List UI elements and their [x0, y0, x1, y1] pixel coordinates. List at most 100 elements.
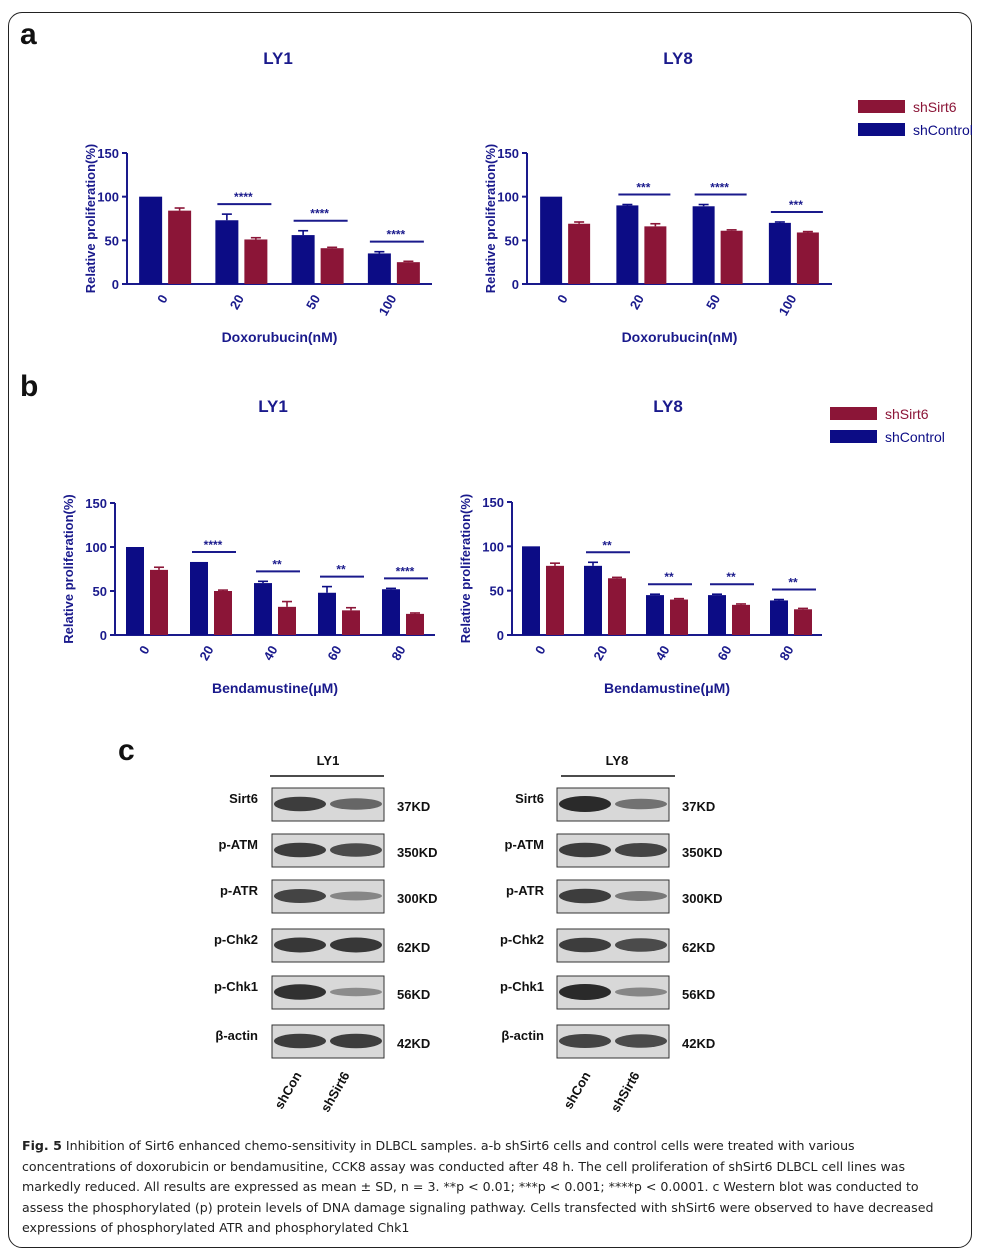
y-tick-label: 150: [85, 496, 107, 511]
molecular-weight-label: 300KD: [682, 891, 722, 906]
y-tick-label: 100: [482, 539, 504, 554]
bar-shcontrol: [584, 565, 602, 635]
lane-label: shSirt6: [608, 1069, 643, 1115]
protein-label: p-Chk2: [214, 932, 258, 947]
x-tick-label: 60: [324, 643, 344, 663]
bar-shcontrol: [215, 220, 239, 284]
x-tick-label: 20: [627, 292, 647, 312]
molecular-weight-label: 56KD: [397, 987, 430, 1002]
x-axis-label: Bendamustine(μM): [212, 680, 338, 696]
x-tick-label: 100: [776, 292, 800, 318]
bar-shcontrol: [540, 196, 563, 284]
blot-band: [615, 987, 667, 997]
x-tick-label: 0: [554, 292, 571, 306]
y-tick-label: 50: [105, 233, 119, 248]
x-axis-label: Doxorubucin(nM): [222, 329, 338, 345]
molecular-weight-label: 300KD: [397, 891, 437, 906]
blot-band: [615, 843, 667, 857]
significance-stars: ****: [710, 181, 729, 195]
significance-stars: ***: [636, 181, 650, 195]
y-tick-label: 100: [497, 190, 519, 205]
x-tick-label: 40: [652, 643, 672, 663]
chart-title: LY8: [653, 397, 683, 416]
protein-label: p-ATR: [506, 883, 545, 898]
bar-shcontrol: [367, 253, 391, 284]
caption-text: Inhibition of Sirt6 enhanced chemo-sensi…: [22, 1138, 934, 1235]
bar-shcontrol: [768, 222, 791, 284]
protein-label: p-Chk1: [500, 979, 544, 994]
bar-shcontrol: [291, 235, 315, 284]
legend-swatch-shcontrol: [830, 430, 877, 443]
significance-stars: **: [336, 563, 346, 577]
chart-title: LY1: [258, 397, 288, 416]
molecular-weight-label: 62KD: [682, 940, 715, 955]
y-tick-label: 100: [97, 190, 119, 205]
significance-stars: **: [664, 570, 674, 584]
legend-label-shcontrol: shControl: [913, 122, 973, 138]
bar-shcontrol: [770, 600, 788, 635]
protein-label: p-ATR: [220, 883, 259, 898]
x-tick-label: 20: [227, 292, 247, 312]
bar-shsirt6: [608, 578, 626, 635]
significance-stars: **: [788, 576, 798, 590]
molecular-weight-label: 42KD: [397, 1036, 430, 1051]
lane-label: shCon: [271, 1069, 304, 1112]
molecular-weight-label: 37KD: [397, 799, 430, 814]
y-tick-label: 0: [497, 628, 504, 643]
blot-band: [615, 798, 667, 810]
western-blot-ly1: LY1 Sirt6 37KD p-ATM 350KD p-ATR 300KD p-Chk2 62…: [214, 753, 438, 1115]
protein-label: p-Chk1: [214, 979, 258, 994]
blot-band: [559, 842, 611, 858]
chart-title: LY1: [263, 49, 293, 68]
bar-shsirt6: [644, 226, 667, 284]
panel-label-c: c: [118, 734, 135, 767]
legend-label-shsirt6: shSirt6: [913, 99, 957, 115]
legend: shSirt6 shControl: [830, 406, 945, 445]
y-tick-label: 50: [505, 233, 519, 248]
bar-shsirt6: [794, 609, 812, 635]
x-tick-label: 20: [196, 643, 216, 663]
blot-band: [330, 987, 382, 997]
significance-stars: ****: [396, 564, 415, 578]
y-axis-label: Relative proliferation(%): [61, 494, 76, 644]
figure-frame: [8, 12, 972, 1248]
bar-shsirt6: [320, 248, 344, 284]
blot-band: [330, 798, 382, 810]
x-tick-label: 60: [714, 643, 734, 663]
x-tick-label: 50: [303, 292, 323, 312]
bar-shsirt6: [546, 565, 564, 635]
bar-shcontrol: [692, 206, 715, 284]
chart-b-ly8: LY8 0 50 100 150 Relative proliferation(%) Ben…: [458, 397, 822, 696]
y-tick-label: 150: [482, 495, 504, 510]
blot-band: [330, 1033, 382, 1049]
y-tick-label: 0: [512, 277, 519, 292]
bar-shsirt6: [244, 239, 268, 284]
bar-shcontrol: [126, 547, 144, 635]
significance-stars: ***: [789, 198, 803, 212]
blot-band: [559, 937, 611, 953]
blot-band: [615, 938, 667, 952]
bar-shcontrol: [646, 595, 664, 635]
blot-band: [615, 891, 667, 901]
bar-shsirt6: [396, 262, 420, 284]
bar-shsirt6: [670, 599, 688, 635]
x-tick-label: 20: [590, 643, 610, 663]
y-tick-label: 50: [93, 584, 107, 599]
bar-shsirt6: [278, 606, 296, 635]
y-tick-label: 0: [100, 628, 107, 643]
bar-shsirt6: [150, 569, 168, 635]
protein-label: β-actin: [215, 1028, 258, 1043]
x-tick-label: 0: [154, 292, 171, 306]
protein-label: p-Chk2: [500, 932, 544, 947]
y-tick-label: 100: [85, 540, 107, 555]
western-blots: LY1 Sirt6 37KD p-ATM 350KD p-ATR 300KD p-Chk2 62…: [214, 753, 723, 1115]
western-blot-ly8: LY8 Sirt6 37KD p-ATM 350KD p-ATR 300KD p-Chk2 62…: [500, 753, 723, 1115]
blot-band: [274, 796, 326, 812]
bar-shcontrol: [318, 592, 336, 635]
y-tick-label: 150: [97, 146, 119, 161]
bar-shsirt6: [168, 210, 192, 284]
molecular-weight-label: 62KD: [397, 940, 430, 955]
blot-title: LY1: [317, 753, 340, 768]
significance-stars: **: [272, 557, 282, 571]
lane-label: shCon: [560, 1069, 593, 1112]
